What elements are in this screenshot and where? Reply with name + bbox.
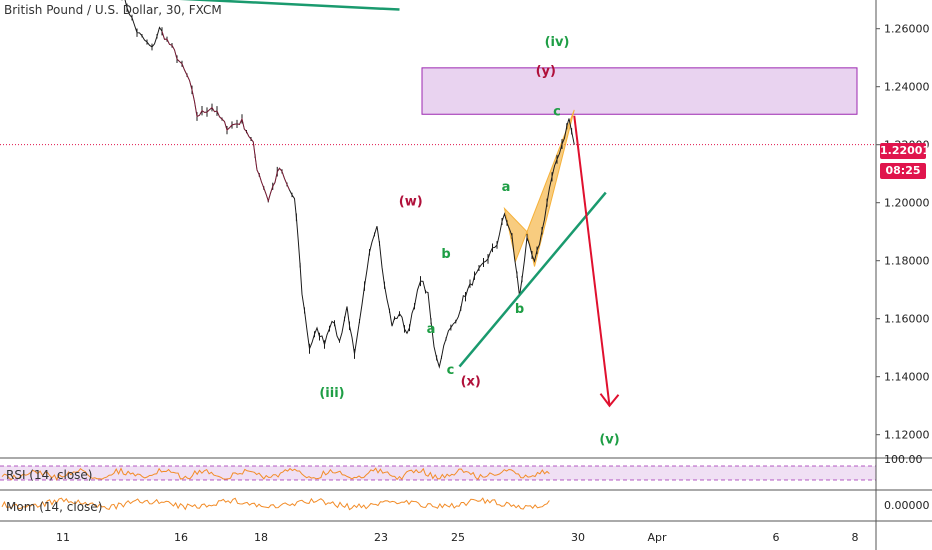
price-tick-label: 1.26000 <box>884 23 930 36</box>
current-price-badge: 1.22001 <box>880 143 931 159</box>
symbol-title[interactable]: British Pound / U.S. Dollar, 30, FXCM <box>4 3 222 17</box>
rsi-line <box>1 467 550 481</box>
resistance-zone <box>421 67 858 115</box>
time-tick-label: 8 <box>852 531 859 544</box>
wave-label-12: (v) <box>599 432 619 447</box>
wave-label-2: (y) <box>536 64 556 79</box>
wave-label-3: c <box>553 105 561 120</box>
trendlines <box>179 0 607 368</box>
time-tick-label: 30 <box>571 531 585 544</box>
price-line-bearish <box>161 31 290 203</box>
trendline-2 <box>458 191 607 368</box>
time-tick-label: 18 <box>254 531 268 544</box>
resistance-zone-box <box>421 67 858 115</box>
projection-line <box>573 115 611 406</box>
time-tick-label: 11 <box>56 531 70 544</box>
price-tick-label: 1.20000 <box>884 197 930 210</box>
price-tick-label: 1.16000 <box>884 313 930 326</box>
price-tick-label: 1.14000 <box>884 371 930 384</box>
projection-arrow <box>573 115 620 408</box>
rsi-band <box>0 466 876 480</box>
pattern-triangle-bcd <box>526 109 575 267</box>
wave-label-10: (x) <box>461 374 481 389</box>
price-tick-label: 1.12000 <box>884 429 930 442</box>
time-tick-label: 6 <box>773 531 780 544</box>
wave-label-6: b <box>441 247 450 262</box>
wave-labels: (iv) (y) c a (w) b b a c (x) (iii) (v) <box>319 35 619 447</box>
momentum-level-label: 0.00000 <box>884 499 930 512</box>
projection-arrowhead <box>599 393 620 408</box>
time-tick-label: Apr <box>647 531 667 544</box>
time-tick-label: 25 <box>451 531 465 544</box>
price-axis[interactable]: 1.260001.240001.220001.200001.180001.160… <box>875 0 930 550</box>
indicator-panes <box>0 457 932 511</box>
rsi-label[interactable]: RSI (14, close) <box>6 468 93 482</box>
wave-label-8: a <box>427 322 436 337</box>
wave-label-5: (w) <box>399 195 423 210</box>
wave-label-11: (iii) <box>319 386 344 401</box>
wave-label-4: a <box>502 180 511 195</box>
trendline-1 <box>179 0 400 11</box>
price-tick-label: 1.24000 <box>884 81 930 94</box>
bar-countdown-badge: 08:25 <box>880 163 926 179</box>
price-series <box>121 0 575 369</box>
time-tick-label: 23 <box>374 531 388 544</box>
wave-label-7: b <box>515 302 524 317</box>
pattern-triangle-xab <box>503 206 528 263</box>
wave-label-1: (iv) <box>545 35 570 50</box>
rsi-level-label: 100.00 <box>884 453 923 466</box>
time-axis[interactable]: 11 16 18 23 25 30 Apr 6 8 <box>0 520 932 544</box>
wave-label-9: c <box>447 363 455 378</box>
momentum-line <box>1 497 550 511</box>
price-tick-label: 1.18000 <box>884 255 930 268</box>
momentum-label[interactable]: Mom (14, close) <box>6 500 103 514</box>
time-tick-label: 16 <box>174 531 188 544</box>
